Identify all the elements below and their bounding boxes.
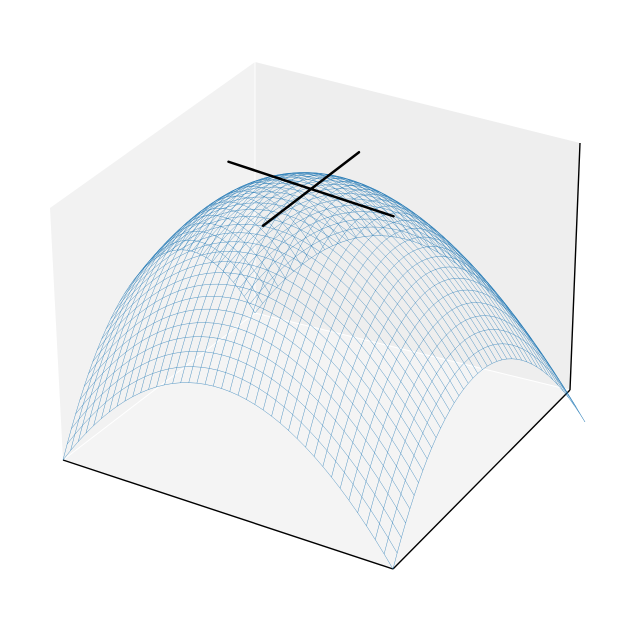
surface-line-y-24 — [171, 173, 503, 360]
cross-marker — [227, 151, 395, 227]
surface-line-y-11 — [110, 241, 441, 429]
surface-line-y-37 — [238, 211, 570, 399]
surface-line-y-6 — [88, 296, 419, 483]
left-pane — [50, 62, 255, 460]
surface-line-y-16 — [133, 202, 464, 390]
surface-line-y-9 — [101, 261, 432, 449]
surface-line-y-15 — [128, 209, 460, 396]
surface-line-y-33 — [217, 188, 548, 376]
axis-panes — [50, 62, 581, 570]
surface-line-y-8 — [97, 272, 428, 460]
surface-line-y-30 — [201, 177, 533, 365]
surface-line-y-32 — [212, 184, 543, 371]
surface-line-y-35 — [227, 198, 559, 386]
surface-line-y-5 — [83, 308, 415, 496]
floor-pane — [63, 313, 570, 569]
surface-line-y-31 — [207, 180, 538, 368]
surface-line-y-1 — [66, 366, 398, 554]
surface-line-y-39 — [249, 226, 580, 414]
surface-line-y-26 — [181, 172, 513, 359]
surface-line-y-10 — [105, 251, 437, 438]
surface-line-y-29 — [196, 175, 528, 363]
surface-line-y-0 — [62, 382, 394, 570]
surface-line-y-4 — [79, 322, 411, 510]
wireframe-surface — [62, 172, 586, 570]
x-axis-line — [62, 459, 394, 570]
surface-line-y-17 — [138, 196, 469, 384]
surface-line-y-3 — [75, 336, 406, 524]
z-axis-line — [569, 142, 581, 391]
surface-line-y-12 — [114, 232, 446, 420]
cross-marker-y-arm — [261, 151, 361, 227]
surface-line-y-7 — [92, 283, 424, 471]
surface-line-y-40 — [254, 235, 586, 423]
y-axis-line — [392, 389, 571, 570]
surface-line-y-38 — [243, 218, 575, 406]
surface-line-y-13 — [119, 224, 450, 411]
surface-line-y-2 — [71, 351, 402, 538]
